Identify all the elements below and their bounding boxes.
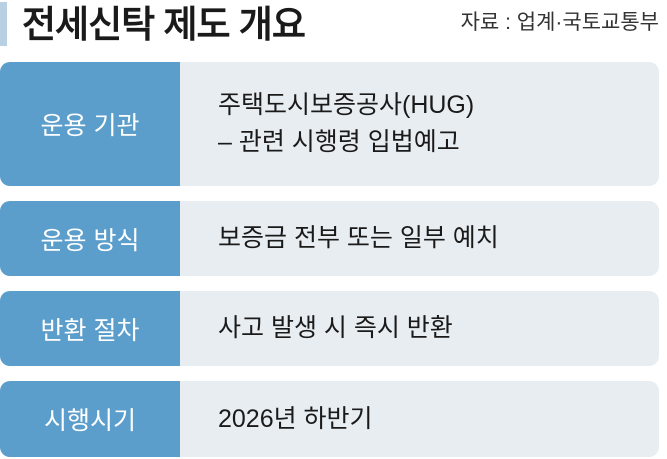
row-content-line: – 관련 시행령 입법예고 (218, 128, 460, 156)
row-content-line: 2026년 하반기 (218, 404, 373, 433)
table-row: 운용 기관 주택도시보증공사(HUG) – 관련 시행령 입법예고 (0, 62, 659, 186)
row-label: 시행시기 (0, 381, 180, 457)
source-note: 자료 : 업계·국토교통부 (460, 11, 659, 34)
row-label: 반환 절차 (0, 291, 180, 366)
table-row: 운용 방식 보증금 전부 또는 일부 예치 (0, 201, 659, 276)
row-content-line: 주택도시보증공사(HUG) (218, 91, 475, 119)
row-content: 보증금 전부 또는 일부 예치 (180, 201, 659, 276)
row-content-line: 사고 발생 시 즉시 반환 (218, 314, 453, 342)
row-label: 운용 기관 (0, 62, 180, 186)
table-row: 반환 절차 사고 발생 시 즉시 반환 (0, 291, 659, 366)
row-content: 주택도시보증공사(HUG) – 관련 시행령 입법예고 (180, 62, 659, 186)
title-accent-bar (0, 2, 7, 46)
row-content-line: 보증금 전부 또는 일부 예치 (218, 224, 499, 252)
table-row: 시행시기 2026년 하반기 (0, 381, 659, 457)
row-label: 운용 방식 (0, 201, 180, 276)
row-content: 사고 발생 시 즉시 반환 (180, 291, 659, 366)
page-title: 전세신탁 제도 개요 (22, 4, 306, 45)
row-content: 2026년 하반기 (180, 381, 659, 457)
